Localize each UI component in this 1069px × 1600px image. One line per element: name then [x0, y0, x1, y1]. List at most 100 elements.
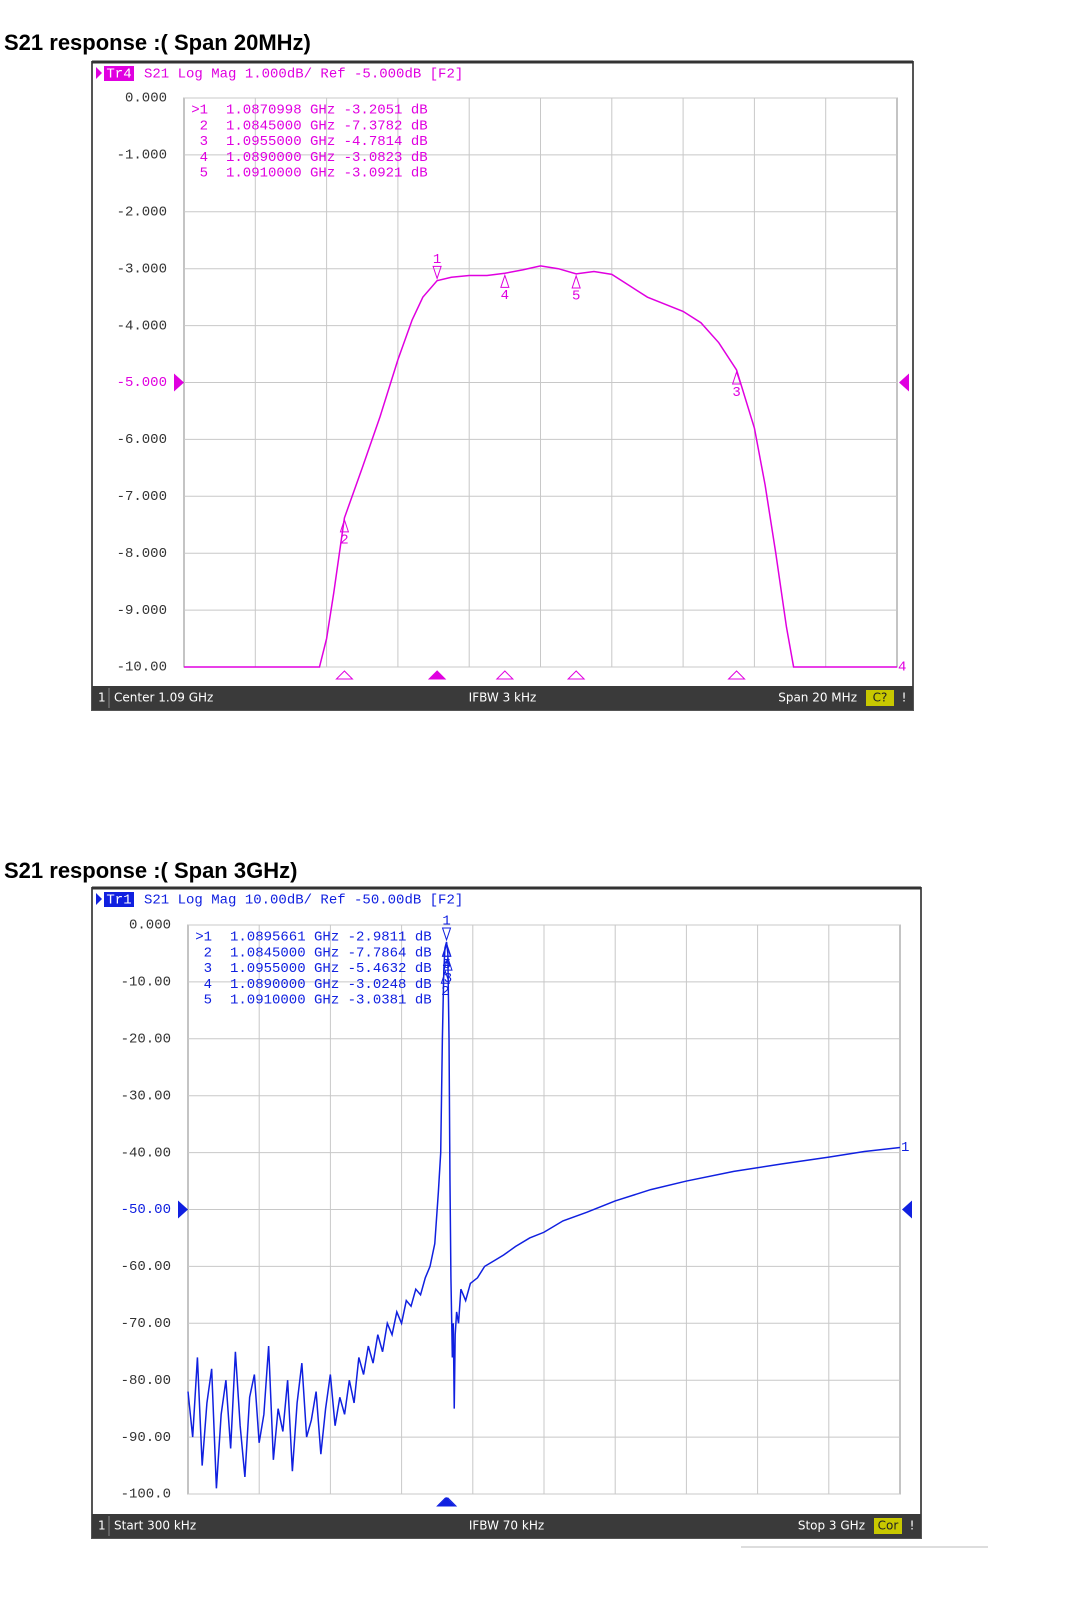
- marker-row-label: 1.0910000 GHz -3.0381 dB: [230, 993, 432, 1009]
- footer-right: Span 20 MHz: [778, 691, 857, 705]
- y-tick-label: -3.000: [117, 261, 167, 277]
- marker-symbol: [571, 274, 581, 289]
- marker-axis-indicator: [335, 670, 354, 680]
- y-tick-label: -40.00: [121, 1145, 171, 1161]
- trace-line: [187, 941, 901, 1489]
- trace-id: Tr1: [106, 893, 131, 909]
- trace-end-label: 1: [901, 1140, 909, 1156]
- marker-symbol: [731, 370, 742, 385]
- marker-symbol: [500, 273, 510, 288]
- trace-header: S21 Log Mag 10.00dB/ Ref -50.00dB [F2]: [144, 893, 463, 909]
- marker-row-id: >1: [195, 930, 212, 946]
- marker-row-label: 1.0955000 GHz -5.4632 dB: [230, 961, 432, 977]
- y-tick-label: 0.000: [129, 918, 171, 934]
- reference-marker-right: [902, 1200, 912, 1219]
- y-tick-label: -80.00: [121, 1373, 171, 1389]
- trace-header: S21 Log Mag 1.000dB/ Ref -5.000dB [F2]: [144, 67, 463, 83]
- status: Cor: [878, 1519, 899, 1533]
- trace-end-label: 4: [898, 660, 906, 676]
- y-tick-label: -20.00: [121, 1032, 171, 1048]
- marker-row-label: 1.0845000 GHz -7.3782 dB: [226, 118, 428, 134]
- marker-tag: 4: [501, 288, 509, 304]
- active-trace-arrow: [96, 67, 102, 79]
- y-tick-label: -8.000: [117, 546, 167, 562]
- active-trace-arrow: [96, 893, 102, 905]
- marker-axis-indicator: [437, 1497, 456, 1507]
- trace-id-box: [104, 66, 134, 81]
- y-tick-label: -50.00: [121, 1202, 171, 1218]
- y-tick-label: -1.000: [117, 148, 167, 164]
- status-flag: !: [910, 1519, 915, 1533]
- marker-tag: 3: [444, 971, 452, 987]
- y-tick-label: 0.000: [125, 91, 167, 107]
- trace-id-box: [104, 892, 134, 907]
- footer-center: IFBW 3 kHz: [469, 691, 537, 705]
- y-tick-label: -7.000: [117, 489, 167, 505]
- y-tick-label: -70.00: [121, 1316, 171, 1332]
- marker-tag: 5: [572, 289, 580, 305]
- y-tick-label: -5.000: [117, 375, 167, 391]
- marker-row-id: 5: [200, 166, 208, 182]
- marker-row-label: 1.0870998 GHz -3.2051 dB: [226, 103, 428, 119]
- marker-tag: 1: [442, 914, 450, 930]
- marker-row-label: 1.0890000 GHz -3.0248 dB: [230, 977, 432, 993]
- marker-row-id: 5: [204, 993, 212, 1009]
- marker-symbol: [442, 942, 452, 957]
- marker-row-id: >1: [191, 103, 208, 119]
- marker-row-label: 1.0845000 GHz -7.7864 dB: [230, 945, 432, 961]
- reference-marker-left: [178, 1200, 188, 1219]
- marker-row-id: 2: [204, 945, 212, 961]
- reference-marker-right: [899, 373, 909, 392]
- reference-marker-left: [174, 373, 184, 392]
- marker-row-id: 2: [200, 118, 208, 134]
- marker-tag: 1: [433, 252, 441, 268]
- y-tick-label: -30.00: [121, 1088, 171, 1104]
- trace-line: [184, 265, 897, 668]
- footer-right: Stop 3 GHz: [798, 1519, 865, 1533]
- marker-tag: 2: [441, 984, 449, 1000]
- footer-left: Start 300 kHz: [114, 1519, 196, 1533]
- y-tick-label: -2.000: [117, 205, 167, 221]
- y-tick-label: -10.00: [117, 660, 167, 676]
- marker-row-id: 4: [204, 977, 212, 993]
- marker-row-label: 1.0910000 GHz -3.0921 dB: [226, 166, 428, 182]
- status: C?: [873, 691, 888, 705]
- marker-axis-indicator: [566, 670, 586, 680]
- footer-channel: 1: [98, 691, 106, 705]
- marker-axis-indicator: [427, 670, 447, 680]
- marker-tag: 5: [443, 957, 451, 973]
- footer-left: Center 1.09 GHz: [114, 691, 213, 705]
- marker-row-id: 4: [200, 150, 208, 166]
- status-box: [874, 1518, 902, 1534]
- marker-row-label: 1.0895661 GHz -2.9811 dB: [230, 930, 432, 946]
- marker-symbol: [339, 518, 350, 533]
- marker-tag: 2: [340, 533, 348, 549]
- marker-row-label: 1.0890000 GHz -3.0823 dB: [226, 150, 428, 166]
- y-tick-label: -9.000: [117, 603, 167, 619]
- footer-bar: [92, 686, 913, 710]
- marker-tag: 4: [442, 957, 450, 973]
- footer-channel: 1: [98, 1519, 106, 1533]
- footer-center: IFBW 70 kHz: [469, 1519, 544, 1533]
- marker-symbol: [440, 969, 451, 984]
- status-flag: !: [902, 691, 907, 705]
- marker-axis-indicator: [727, 670, 746, 680]
- marker-axis-indicator: [495, 670, 515, 680]
- marker-tag: 3: [732, 385, 740, 401]
- y-tick-label: -4.000: [117, 318, 167, 334]
- marker-row-id: 3: [200, 134, 208, 150]
- marker-symbol: [432, 265, 442, 280]
- marker-symbol: [441, 927, 452, 942]
- footer-bar: [92, 1514, 921, 1538]
- status-box: [866, 690, 894, 706]
- marker-symbol: [443, 956, 453, 971]
- y-tick-label: -100.0: [121, 1487, 171, 1503]
- y-tick-label: -6.000: [117, 432, 167, 448]
- y-tick-label: -60.00: [121, 1259, 171, 1275]
- y-tick-label: -90.00: [121, 1430, 171, 1446]
- marker-row-label: 1.0955000 GHz -4.7814 dB: [226, 134, 428, 150]
- chart-title: S21 response :( Span 3GHz): [4, 858, 297, 883]
- y-tick-label: -10.00: [121, 975, 171, 991]
- chart-title: S21 response :( Span 20MHz): [4, 30, 311, 55]
